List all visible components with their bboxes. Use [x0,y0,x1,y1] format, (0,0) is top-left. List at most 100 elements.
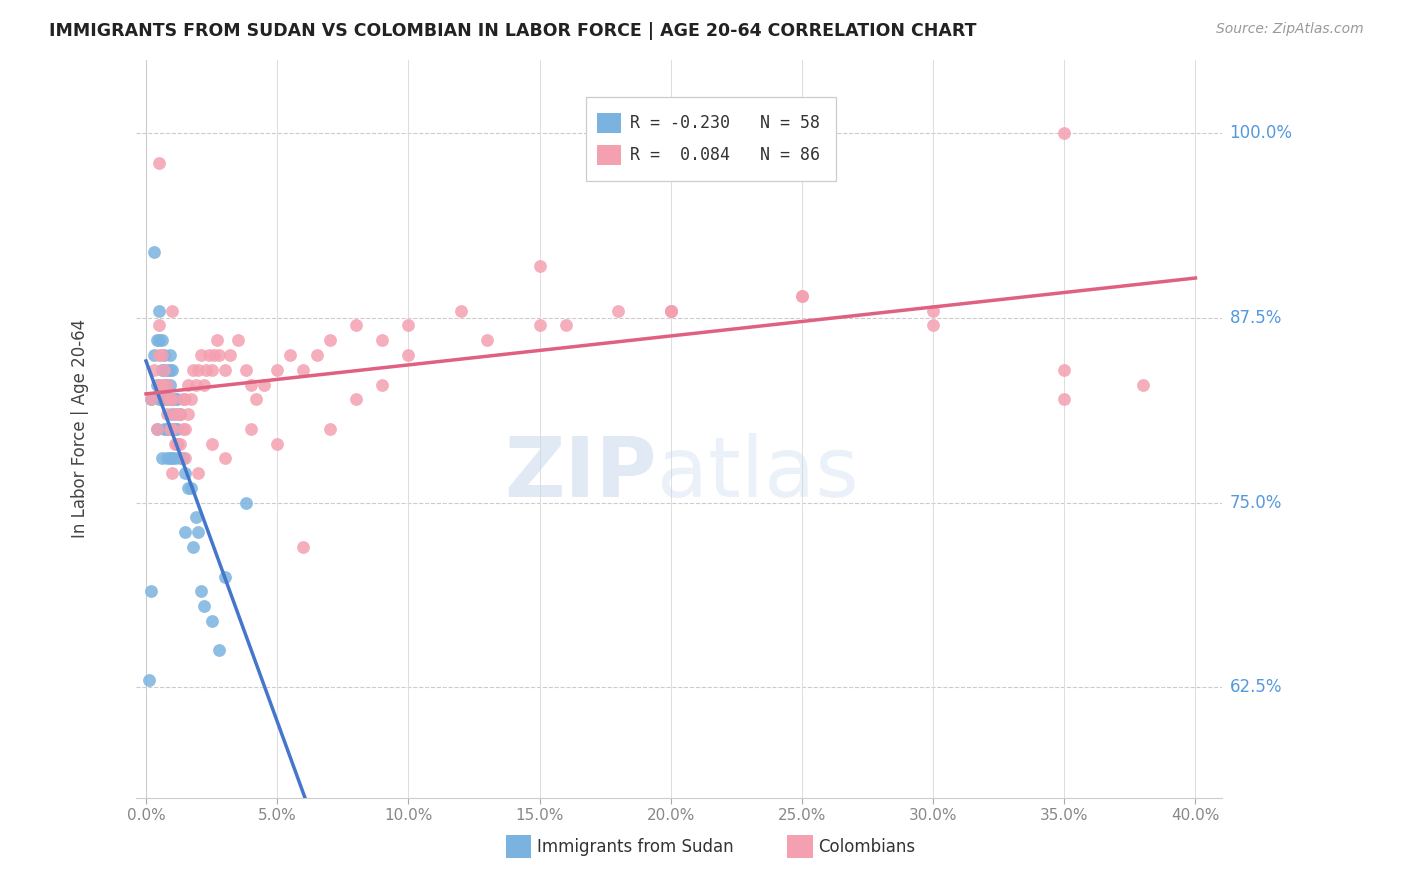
Point [148,377,170,392]
Point [1132,377,1154,392]
Bar [598,112,621,134]
Point [181,363,204,377]
Point [396,318,419,333]
Point [166,436,188,450]
Point [150,451,173,466]
Point [177,407,200,421]
Point [159,377,181,392]
Point [239,422,262,436]
FancyBboxPatch shape [586,96,837,181]
Point [208,643,231,657]
Point [174,525,197,540]
Point [529,260,551,274]
Text: 75.0%: 75.0% [1230,493,1282,512]
Point [162,422,184,436]
Point [163,451,186,466]
Point [145,422,167,436]
Point [607,303,630,318]
Point [159,392,181,407]
Text: atlas: atlas [657,433,859,514]
Point [371,377,394,392]
Point [187,363,209,377]
Point [148,156,170,170]
Point [1053,127,1076,141]
Point [148,348,170,362]
Point [245,392,267,407]
Point [162,466,184,480]
Point [162,303,184,318]
Point [153,392,176,407]
Point [790,289,813,303]
Point [214,451,236,466]
Point [153,348,176,362]
Point [177,377,200,392]
Point [344,318,367,333]
Point [159,451,181,466]
Point [922,303,945,318]
Point [166,392,188,407]
Text: 87.5%: 87.5% [1230,309,1282,327]
Text: ZIP: ZIP [505,433,657,514]
Point [153,377,176,392]
Point [163,392,186,407]
Point [172,422,194,436]
Text: 62.5%: 62.5% [1230,678,1282,697]
Point [142,363,165,377]
Text: IMMIGRANTS FROM SUDAN VS COLOMBIAN IN LABOR FORCE | AGE 20-64 CORRELATION CHART: IMMIGRANTS FROM SUDAN VS COLOMBIAN IN LA… [49,22,977,40]
Point [150,363,173,377]
Point [156,407,179,421]
Point [450,303,472,318]
Point [180,481,202,495]
Point [226,333,249,347]
Point [344,392,367,407]
Point [156,363,179,377]
Point [208,348,231,362]
Point [266,436,288,450]
Point [172,451,194,466]
Point [659,303,682,318]
Point [184,510,207,524]
Point [148,333,170,347]
Point [187,466,209,480]
Point [235,496,257,510]
Point [190,348,212,362]
Point [169,407,191,421]
Point [790,289,813,303]
Point [193,599,215,613]
Point [292,363,315,377]
Text: R =  0.084   N = 86: R = 0.084 N = 86 [630,146,820,164]
Point [235,363,257,377]
Point [141,392,163,407]
Point [1053,363,1076,377]
Point [153,363,176,377]
Point [371,333,394,347]
Point [169,436,191,450]
Point [922,318,945,333]
Point [150,333,173,347]
Point [153,422,176,436]
Point [239,377,262,392]
Point [150,348,173,362]
Point [145,422,167,436]
Point [159,422,181,436]
Point [475,333,498,347]
Point [148,392,170,407]
Bar [598,145,621,165]
Point [318,333,340,347]
Point [166,436,188,450]
Point [174,466,197,480]
Point [163,407,186,421]
Point [142,244,165,259]
Text: Source: ZipAtlas.com: Source: ZipAtlas.com [1216,22,1364,37]
Point [169,451,191,466]
Point [163,422,186,436]
Point [145,333,167,347]
Point [318,422,340,436]
Point [659,303,682,318]
Point [172,392,194,407]
Point [184,377,207,392]
Point [156,377,179,392]
Point [554,318,576,333]
Point [200,363,222,377]
Point [174,422,197,436]
